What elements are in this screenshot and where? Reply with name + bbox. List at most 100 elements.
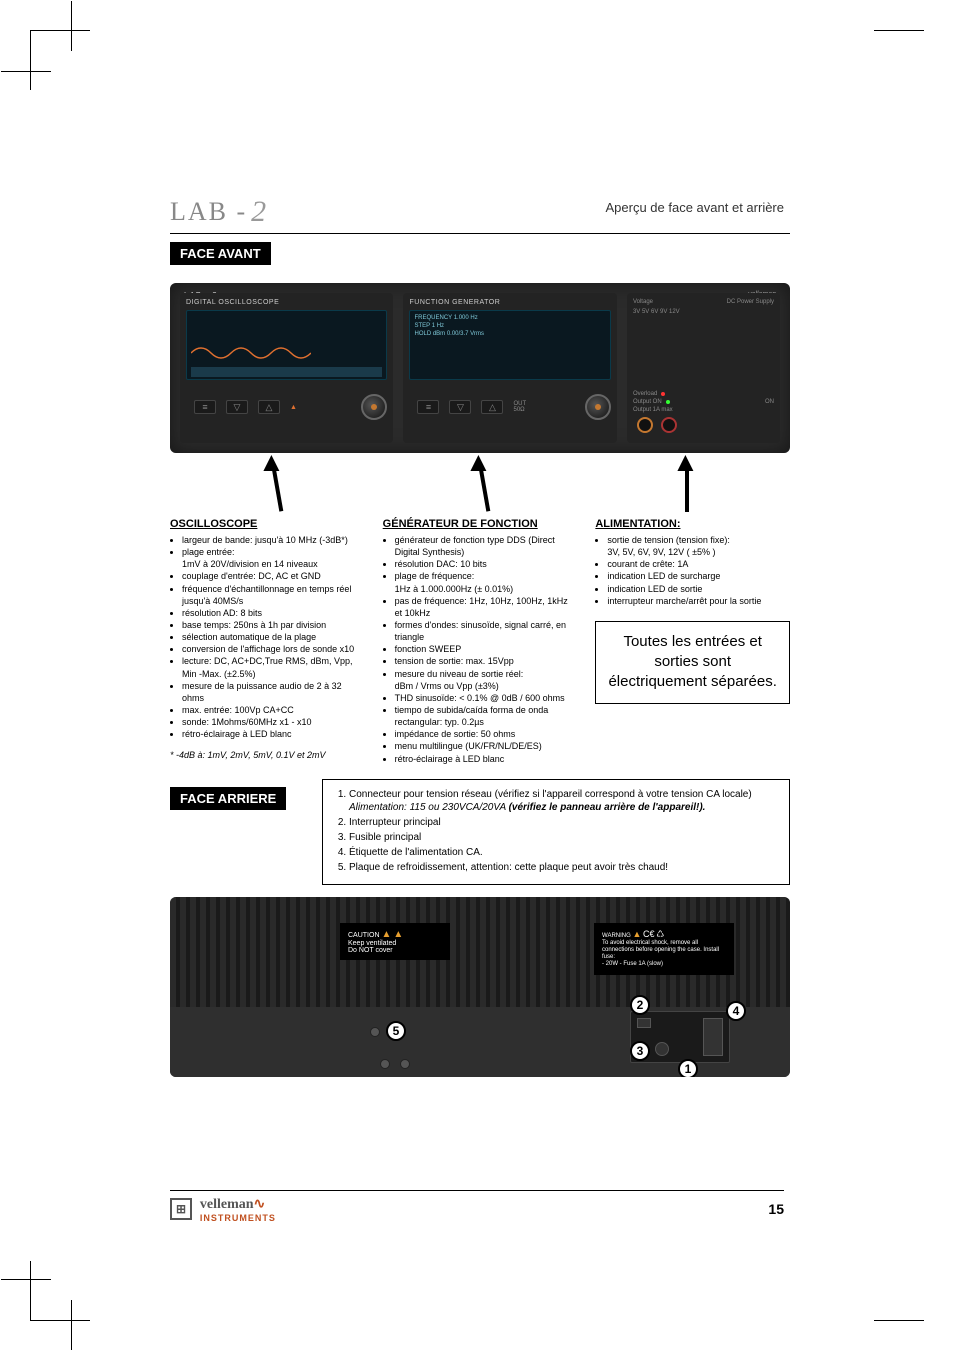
rear-list-item: Fusible principal	[349, 831, 779, 844]
arrows-row	[170, 457, 790, 512]
iec-connector	[703, 1018, 723, 1056]
fg-btn-menu: ≡	[417, 400, 439, 414]
power-jack-pos	[661, 417, 677, 433]
spec-item: impédance de sortie: 50 ohms	[395, 728, 578, 740]
warning-title: WARNING	[602, 933, 631, 939]
power-output-label: Output ON	[633, 399, 662, 405]
spec-item: plage de fréquence: 1Hz à 1.000.000Hz (±…	[395, 570, 578, 594]
oscilloscope-panel: DIGITAL OSCILLOSCOPE ≡ ▽ △ ▲	[180, 293, 393, 443]
rear-list-item: Connecteur pour tension réseau (vérifiez…	[349, 788, 779, 814]
power-supply-panel: Voltage DC Power Supply 3V 5V 6V 9V 12V …	[627, 293, 780, 443]
fg-btn-down: ▽	[449, 400, 471, 414]
caution-text: Keep ventilated Do NOT cover	[348, 940, 396, 954]
caution-triangle-icon-2: ▲	[393, 929, 403, 940]
crop-mark-tr	[874, 30, 924, 80]
spec-item: courant de crête: 1A	[607, 558, 790, 570]
osc-column: OSCILLOSCOPE largeur de bande: jusqu'à 1…	[170, 518, 365, 765]
osc-waveform-icon	[191, 343, 311, 363]
spec-item: sortie de tension (tension fixe): 3V, 5V…	[607, 534, 790, 558]
power-title: ALIMENTATION:	[595, 518, 790, 530]
crop-mark-tl	[30, 30, 90, 90]
osc-spec-list: largeur de bande: jusqu'à 10 MHz (-3dB*)…	[170, 534, 365, 740]
arrow-osc	[267, 457, 279, 512]
overload-led-icon	[661, 392, 665, 396]
footer-brand-top: velleman	[200, 1197, 254, 1212]
footer-brand-logo: ⊞ velleman∿ INSTRUMENTS	[170, 1195, 276, 1223]
logo-model-number: 2	[251, 195, 268, 229]
page-footer: ⊞ velleman∿ INSTRUMENTS 15	[170, 1190, 784, 1223]
fg-spec-list: générateur de fonction type DDS (Direct …	[383, 534, 578, 765]
caution-label: CAUTION ▲ ▲ Keep ventilated Do NOT cover	[340, 923, 450, 960]
page-content: LAB - 2 FACE AVANT LAB - 2 velleman DIGI…	[170, 195, 790, 1077]
power-spec-list: sortie de tension (tension fixe): 3V, 5V…	[595, 534, 790, 607]
spec-item: menu multilingue (UK/FR/NL/DE/ES)	[395, 740, 578, 752]
fg-panel-label: FUNCTION GENERATOR	[409, 299, 610, 306]
spec-item: mesure de la puissance audio de 2 à 32 o…	[182, 680, 365, 704]
osc-knob	[361, 394, 387, 420]
rear-list-sub: Alimentation: 115 ou 230VCA/20VA (vérifi…	[349, 802, 705, 813]
output-led-icon	[666, 400, 670, 404]
arrow-fg	[474, 457, 486, 512]
crop-mark-br	[874, 1271, 924, 1321]
power-on-label: ON	[765, 399, 774, 405]
spec-item: résolution AD: 8 bits	[182, 607, 365, 619]
front-panel-illustration: LAB - 2 velleman DIGITAL OSCILLOSCOPE ≡ …	[170, 283, 790, 453]
spec-item: max. entrée: 100Vp CA+CC	[182, 704, 365, 716]
rear-numbered-list: Connecteur pour tension réseau (vérifiez…	[322, 779, 790, 885]
weee-icon: ♺	[656, 929, 664, 939]
osc-input-label: ▲	[290, 404, 297, 411]
osc-statusbar	[191, 367, 382, 377]
fg-line1: FREQUENCY 1.000 Hz	[414, 315, 605, 323]
power-column: ALIMENTATION: sortie de tension (tension…	[595, 518, 790, 765]
warning-text: To avoid electrical shock, remove all co…	[602, 940, 719, 960]
spec-item: sonde: 1Mohms/60MHz x1 - x10	[182, 716, 365, 728]
power-output-row: Output ON ON	[633, 399, 774, 405]
power-jack-neg	[637, 417, 653, 433]
spec-item: indication LED de sortie	[607, 583, 790, 595]
arrow-power	[681, 457, 693, 512]
osc-title: OSCILLOSCOPE	[170, 518, 365, 530]
spec-item: largeur de bande: jusqu'à 10 MHz (-3dB*)	[182, 534, 365, 546]
fg-line2: STEP 1 Hz	[414, 323, 605, 331]
crop-mark-bl	[30, 1261, 90, 1321]
fuse-holder	[655, 1042, 669, 1056]
screw-icon-3	[400, 1059, 410, 1069]
rear-panel-illustration: CAUTION ▲ ▲ Keep ventilated Do NOT cover…	[170, 897, 790, 1077]
osc-buttons: ≡ ▽ △ ▲	[186, 394, 387, 420]
fg-buttons: ≡ ▽ △ OUT50Ω	[409, 394, 610, 420]
rear-section-row: FACE ARRIERE Connecteur pour tension rés…	[170, 779, 790, 885]
spec-item: lecture: DC, AC+DC,True RMS, dBm, Vpp, M…	[182, 655, 365, 679]
fg-knob	[585, 394, 611, 420]
caution-title: CAUTION	[348, 932, 380, 939]
isolation-callout: Toutes les entrées et sorties sont élect…	[595, 621, 790, 704]
spec-item: plage entrée: 1mV à 20V/division en 14 n…	[182, 546, 365, 570]
power-overload-label: Overload	[633, 391, 657, 397]
rear-list-item: Plaque de refroidissement, attention: ce…	[349, 861, 779, 874]
callout-badge-5: 5	[386, 1021, 406, 1041]
fg-title: GÉNÉRATEUR DE FONCTION	[383, 518, 578, 530]
power-switch	[637, 1018, 651, 1028]
logo-text: LAB -	[170, 197, 247, 227]
spec-item: THD sinusoïde: < 0.1% @ 0dB / 600 ohms	[395, 692, 578, 704]
callout-badge-4: 4	[726, 1001, 746, 1021]
fg-line3: HOLD dBm 0.00/3.7 Vrms	[414, 331, 605, 339]
power-jacks	[633, 413, 774, 437]
footer-brand-icon: ⊞	[170, 1198, 192, 1220]
osc-btn-menu: ≡	[194, 400, 216, 414]
page-number: 15	[768, 1201, 784, 1217]
power-dc-label: DC Power Supply	[727, 299, 774, 305]
warning-fuse: - 20W - Fuse 1A (slow)	[602, 961, 663, 967]
section-badge-front: FACE AVANT	[170, 242, 271, 265]
power-overload-row: Overload	[633, 391, 774, 397]
power-voltage-label: Voltage	[633, 299, 653, 305]
spec-item: rétro-éclairage à LED blanc	[182, 728, 365, 740]
spec-item: indication LED de surcharge	[607, 570, 790, 582]
fg-screen: FREQUENCY 1.000 Hz STEP 1 Hz HOLD dBm 0.…	[409, 310, 610, 380]
spec-item: fréquence d'échantillonnage en temps rée…	[182, 583, 365, 607]
section-badge-rear: FACE ARRIERE	[170, 787, 286, 810]
osc-footnote: * -4dB à: 1mV, 2mV, 5mV, 0.1V et 2mV	[170, 750, 365, 760]
warning-label: WARNING ▲ C€ ♺ To avoid electrical shock…	[594, 923, 734, 975]
caution-triangle-icon: ▲	[381, 929, 391, 940]
ce-mark-icon: C€	[643, 929, 655, 939]
osc-panel-label: DIGITAL OSCILLOSCOPE	[186, 299, 387, 306]
